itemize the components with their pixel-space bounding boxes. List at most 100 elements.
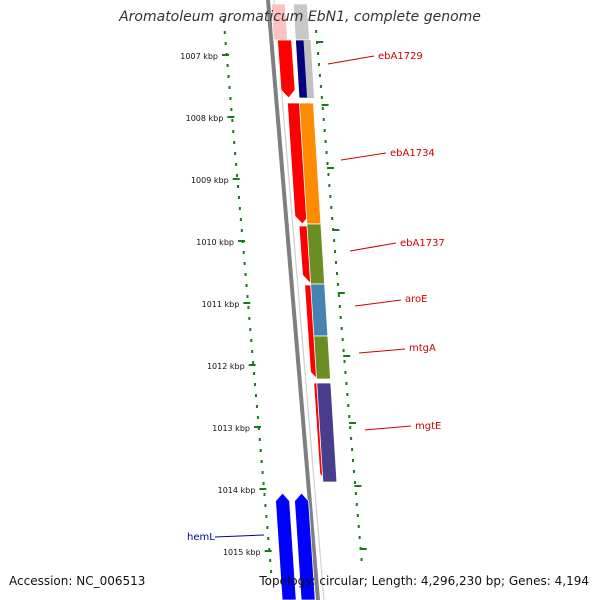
dot-right — [323, 129, 326, 132]
cog-aroE — [310, 283, 329, 337]
dot-right — [325, 151, 328, 154]
tick-label: 1007 kbp — [180, 52, 218, 61]
leader-ebA1729 — [327, 55, 375, 65]
gene-label-ebA1737: ebA1737 — [400, 238, 445, 249]
dot-right — [360, 558, 363, 561]
tick-label: 1013 kbp — [212, 424, 250, 433]
leader-ebA1734 — [340, 152, 387, 161]
gene-labels: ebA1729 ebA1734 ebA1737 aroE mtgA mgtE hemL — [187, 51, 445, 543]
dot-left — [227, 75, 230, 78]
dot-right — [315, 30, 318, 33]
dot-right — [337, 294, 340, 297]
dot-right — [353, 481, 356, 484]
dot-left — [234, 152, 237, 155]
dot-left — [239, 218, 242, 221]
leader-mtgA — [358, 348, 406, 354]
dot-left — [254, 383, 257, 386]
dot-left — [226, 64, 229, 67]
dot-left — [232, 130, 235, 133]
dot-right — [350, 437, 353, 440]
gene-label-mtgA: mtgA — [409, 343, 436, 354]
dot-right — [319, 85, 322, 88]
dot-left — [259, 449, 262, 452]
dot-left — [231, 119, 234, 122]
dot-left — [253, 372, 256, 375]
dot-right — [357, 525, 360, 528]
tick-label: 1012 kbp — [207, 362, 245, 371]
gc-skew-dots — [222, 20, 367, 573]
dot-left — [261, 471, 264, 474]
dot-left — [252, 361, 255, 364]
gene-label-ebA1729: ebA1729 — [378, 51, 423, 62]
dot-left — [258, 438, 261, 441]
map-title: Aromatoleum aromaticum EbN1, complete ge… — [119, 9, 481, 25]
dot-left — [229, 97, 232, 100]
dot-left — [248, 317, 251, 320]
tick-label: 1009 kbp — [191, 176, 229, 185]
dot-left — [263, 493, 266, 496]
gene-label-hemL: hemL — [187, 532, 215, 543]
dot-right — [344, 371, 347, 374]
dot-right — [338, 305, 341, 308]
gene-features — [270, 3, 338, 600]
dot-left — [254, 394, 257, 397]
dot-left — [243, 262, 246, 265]
cog-ebA1729-light — [303, 40, 315, 98]
dot-right — [345, 382, 348, 385]
dot-left — [225, 53, 228, 56]
dot-right — [328, 184, 331, 187]
dot-left — [266, 526, 269, 529]
dot-right — [321, 107, 324, 110]
dot-left — [267, 537, 270, 540]
dot-left — [230, 108, 233, 111]
dot-left — [249, 328, 252, 331]
dot-left — [247, 306, 250, 309]
dot-left — [265, 515, 268, 518]
dot-left — [260, 460, 263, 463]
gene-label-mgtE: mgtE — [415, 421, 441, 432]
dot-left — [255, 405, 258, 408]
backbone-line — [266, 0, 320, 600]
dot-right — [320, 96, 323, 99]
dot-right — [326, 162, 329, 165]
dot-right — [342, 349, 345, 352]
dot-left — [246, 295, 249, 298]
dot-right — [335, 272, 338, 275]
dot-right — [336, 283, 339, 286]
tick-label: 1015 kbp — [223, 548, 261, 557]
dot-left — [236, 174, 239, 177]
dot-left — [244, 273, 247, 276]
dot-left — [237, 196, 240, 199]
dot-left — [222, 20, 225, 23]
dot-right — [334, 250, 337, 253]
dot-right — [354, 492, 357, 495]
dot-right — [330, 206, 333, 209]
genome-summary: Topology: circular; Length: 4,296,230 bp… — [259, 574, 589, 588]
dot-right — [343, 360, 346, 363]
gene-ebA1729 — [277, 39, 296, 99]
dot-left — [238, 207, 241, 210]
tick-label: 1014 kbp — [218, 486, 256, 495]
dot-left — [268, 548, 271, 551]
gene-label-ebA1734: ebA1734 — [390, 148, 435, 159]
leader-ebA1737 — [349, 242, 397, 252]
dot-right — [349, 426, 352, 429]
tick-label: 1008 kbp — [186, 114, 224, 123]
dot-right — [355, 503, 358, 506]
dot-right — [346, 393, 349, 396]
dot-right — [318, 74, 321, 77]
dot-right — [322, 118, 325, 121]
dot-left — [269, 559, 272, 562]
dot-left — [235, 163, 238, 166]
tick-label: 1011 kbp — [202, 300, 240, 309]
dot-left — [233, 141, 236, 144]
dot-right — [358, 536, 361, 539]
dot-right — [340, 327, 343, 330]
dot-right — [341, 338, 344, 341]
dot-left — [241, 240, 244, 243]
dot-left — [228, 86, 231, 89]
dot-right — [347, 404, 350, 407]
dot-left — [264, 504, 267, 507]
backbone-edge — [273, 0, 325, 600]
leader-aroE — [354, 299, 402, 307]
